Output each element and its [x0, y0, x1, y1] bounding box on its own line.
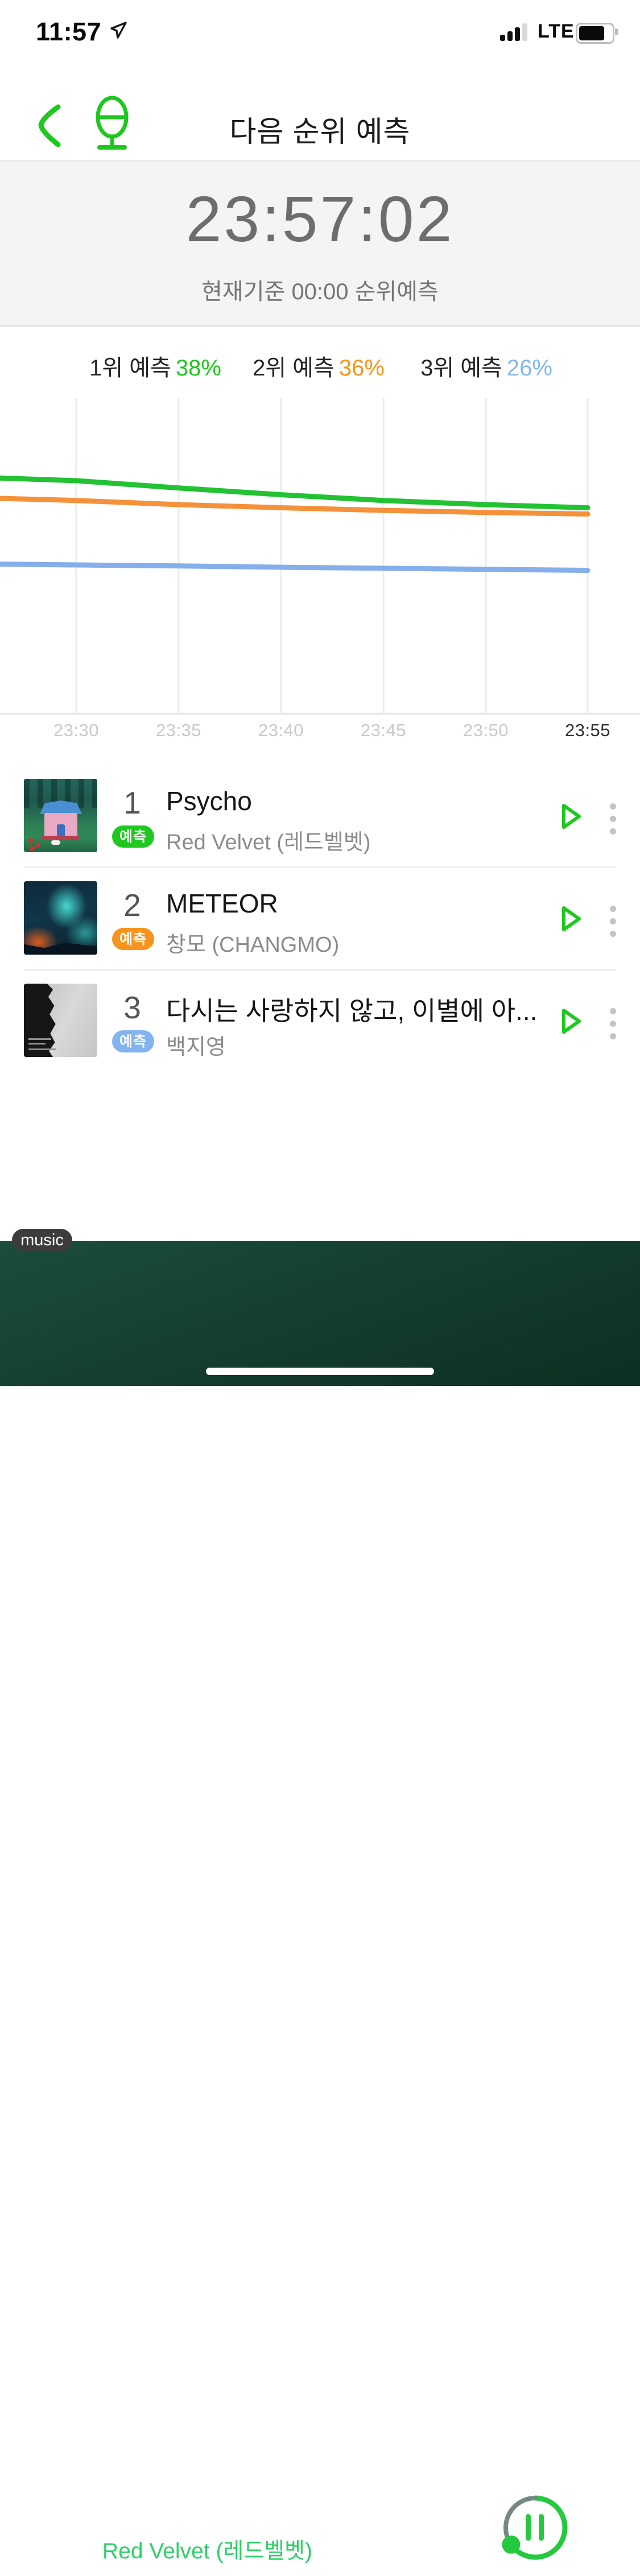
song-title: 다시는 사랑하지 않고, 이별에 아...	[166, 996, 538, 1026]
prediction-badge: 예측	[112, 928, 155, 950]
rank-number: 1	[123, 785, 141, 820]
clock-time: 11:57	[36, 17, 102, 46]
x-tick-label: 23:50	[463, 720, 509, 740]
song-row-1[interactable]: 1 Psycho 예측 Red Velvet (레드벨벳)	[0, 764, 640, 866]
home-indicator[interactable]	[206, 1368, 434, 1375]
chart-x-axis-labels: 23:30 23:35 23:40 23:45 23:50 23:55	[0, 720, 640, 745]
song-row-3[interactable]: 3 다시는 사랑하지 않고, 이별에 아... 예측 백지영	[0, 969, 640, 1071]
album-art	[24, 779, 97, 852]
prediction-rank1: 1위 예측 38%	[89, 349, 221, 382]
song-row-2[interactable]: 2 METEOR 예측 창모 (CHANGMO)	[0, 866, 640, 969]
x-tick-label: 23:45	[360, 720, 407, 740]
mini-player-bar[interactable]: Psycho Red Velvet (레드벨벳)	[0, 1241, 640, 2576]
signal-strength-icon	[500, 23, 528, 41]
rank-number: 2	[123, 887, 141, 923]
nav-header: 다음 순위 예측	[0, 55, 640, 162]
x-tick-label: 23:30	[53, 720, 100, 740]
more-menu-button[interactable]	[598, 898, 627, 938]
countdown-timer: 23:57:02	[185, 183, 455, 255]
back-chevron-icon[interactable]	[34, 102, 64, 149]
now-playing-title: Psycho	[102, 2501, 192, 2531]
song-artist: Red Velvet (레드벨벳)	[166, 831, 371, 854]
divider	[24, 969, 616, 971]
location-arrow-icon	[110, 22, 127, 39]
prediction-line-chart	[0, 398, 640, 715]
song-title: Psycho	[166, 786, 252, 816]
x-tick-label: 23:35	[155, 720, 202, 740]
x-tick-label: 23:40	[258, 720, 304, 740]
more-menu-button[interactable]	[598, 1001, 627, 1041]
more-menu-button[interactable]	[598, 796, 627, 836]
song-artist: 백지영	[166, 1035, 226, 1059]
skip-previous-button[interactable]	[453, 2511, 487, 2545]
prediction-badge: 예측	[112, 825, 155, 848]
prediction-value: 26%	[506, 356, 552, 381]
music-app-tag: music	[12, 1229, 72, 1252]
playlist-music-note-icon	[26, 2500, 102, 2576]
countdown-panel: 23:57:02 현재기준 00:00 순위예측	[0, 162, 640, 327]
prediction-label: 3위 예측	[420, 356, 502, 381]
skip-next-button[interactable]	[586, 2511, 620, 2545]
prediction-badge: 예측	[112, 1030, 155, 1052]
status-bar: 11:57 LTE	[0, 0, 640, 55]
prediction-label: 2위 예측	[253, 356, 335, 381]
countdown-subtitle: 현재기준 00:00 순위예측	[201, 279, 439, 304]
battery-cap	[615, 28, 618, 35]
play-button[interactable]	[553, 1004, 587, 1038]
play-button[interactable]	[553, 799, 587, 833]
divider	[24, 866, 616, 868]
prediction-label: 1위 예측	[89, 356, 171, 381]
play-button[interactable]	[553, 902, 587, 936]
prediction-rank2: 2위 예측 36%	[253, 349, 385, 382]
x-tick-label: 23:55	[564, 720, 611, 740]
album-art	[24, 881, 97, 955]
prediction-rank3: 3위 예측 26%	[420, 349, 552, 382]
rank-number: 3	[123, 990, 141, 1025]
page-title: 다음 순위 예측	[229, 115, 411, 148]
song-artist: 창모 (CHANGMO)	[166, 933, 340, 957]
prediction-value: 36%	[338, 356, 385, 381]
network-type-label: LTE	[538, 20, 575, 42]
now-playing-artist: Red Velvet (레드벨벳)	[102, 2539, 312, 2563]
soribada-logo-icon[interactable]	[94, 96, 131, 152]
battery-icon	[576, 23, 614, 44]
album-art	[24, 984, 97, 1057]
prediction-value: 38%	[175, 356, 221, 381]
song-title: METEOR	[166, 889, 278, 918]
pause-button-with-progress-ring[interactable]	[498, 2491, 572, 2565]
